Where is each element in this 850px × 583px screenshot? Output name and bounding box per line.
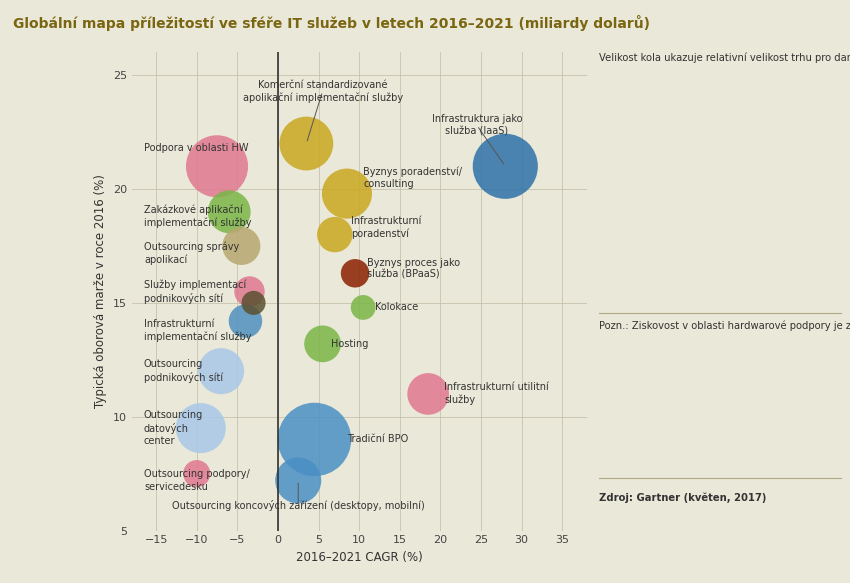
Point [498, 161, 512, 171]
Text: Tradiční BPO: Tradiční BPO [347, 434, 408, 444]
Point [292, 476, 305, 485]
Point [422, 389, 435, 399]
Text: Zdroj: Gartner (květen, 2017): Zdroj: Gartner (květen, 2017) [599, 492, 767, 503]
Point [235, 241, 248, 251]
Point [316, 339, 330, 349]
Point [194, 423, 207, 433]
Text: Infrastrukturní utilitní
služby: Infrastrukturní utilitní služby [445, 382, 549, 405]
Text: Byznys proces jako
služba (BPaaS): Byznys proces jako služba (BPaaS) [367, 258, 461, 280]
Point [190, 469, 203, 478]
Point [239, 317, 252, 326]
Point [348, 269, 362, 278]
Point [356, 303, 370, 312]
Point [243, 287, 257, 296]
Point [308, 435, 321, 444]
Text: Byznys poradenství/
consulting: Byznys poradenství/ consulting [363, 166, 462, 189]
X-axis label: 2016–2021 CAGR (%): 2016–2021 CAGR (%) [296, 551, 422, 564]
Text: Outsourcing koncových zařízení (desktopy, mobilní): Outsourcing koncových zařízení (desktopy… [172, 500, 425, 511]
Point [246, 298, 260, 308]
Text: Infrastrukturní
implementační služby: Infrastrukturní implementační služby [144, 319, 252, 342]
Text: Infrastrukturní
poradenství: Infrastrukturní poradenství [351, 216, 422, 239]
Point [214, 367, 228, 376]
Point [299, 139, 313, 148]
Text: Služby implementací
podnikových sítí: Služby implementací podnikových sítí [144, 279, 246, 304]
Point [340, 189, 354, 198]
Text: Outsourcing
podnikových sítí: Outsourcing podnikových sítí [144, 359, 223, 383]
Text: Hosting: Hosting [331, 339, 368, 349]
Point [210, 161, 224, 171]
Text: Infrastruktura jako
služba (IaaS): Infrastruktura jako služba (IaaS) [432, 114, 522, 136]
Text: Globální mapa příležitostí ve sféře IT služeb v letech 2016–2021 (miliardy dolar: Globální mapa příležitostí ve sféře IT s… [13, 15, 649, 30]
Text: Pozn.: Ziskovost v oblasti hardwarové podpory je zprůměrovaným odhadem, protože : Pozn.: Ziskovost v oblasti hardwarové po… [599, 320, 850, 331]
Text: Outsourcing správy
apolikací: Outsourcing správy apolikací [144, 241, 239, 265]
Text: Zakázkové aplikační
implementační služby: Zakázkové aplikační implementační služby [144, 205, 252, 228]
Point [328, 230, 342, 239]
Point [223, 207, 236, 216]
Text: Outsourcing
datových
center: Outsourcing datových center [144, 410, 203, 446]
Text: Kolokace: Kolokace [376, 303, 418, 312]
Text: Podpora v oblasti HW: Podpora v oblasti HW [144, 143, 248, 153]
Text: Velikost kola ukazuje relativní velikost trhu pro danou kategorii služeb, umístě: Velikost kola ukazuje relativní velikost… [599, 52, 850, 64]
Text: Outsourcing podpory/
servicedesku: Outsourcing podpory/ servicedesku [144, 469, 250, 491]
Text: Komerční standardizované
apolikační implementační služby: Komerční standardizované apolikační impl… [242, 80, 403, 103]
Y-axis label: Typická oborová marže v roce 2016 (%): Typická oborová marže v roce 2016 (%) [94, 174, 107, 409]
